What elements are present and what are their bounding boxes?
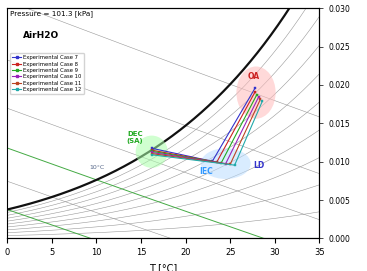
Text: 10°C: 10°C [89,165,105,170]
Text: OA: OA [248,72,260,81]
Text: DEC
(SA): DEC (SA) [127,131,143,144]
Text: AirH2O: AirH2O [23,31,59,40]
Text: IEC: IEC [199,167,213,176]
Text: LD: LD [253,161,265,170]
Text: Pressure = 101.3 [kPa]: Pressure = 101.3 [kPa] [10,10,94,17]
Ellipse shape [201,148,251,179]
Ellipse shape [136,136,168,168]
Legend: Experimental Case 7, Experimental Case 8, Experimental Case 9, Experimental Case: Experimental Case 7, Experimental Case 8… [10,53,84,94]
Ellipse shape [236,66,276,119]
X-axis label: T [°C]: T [°C] [149,263,177,271]
